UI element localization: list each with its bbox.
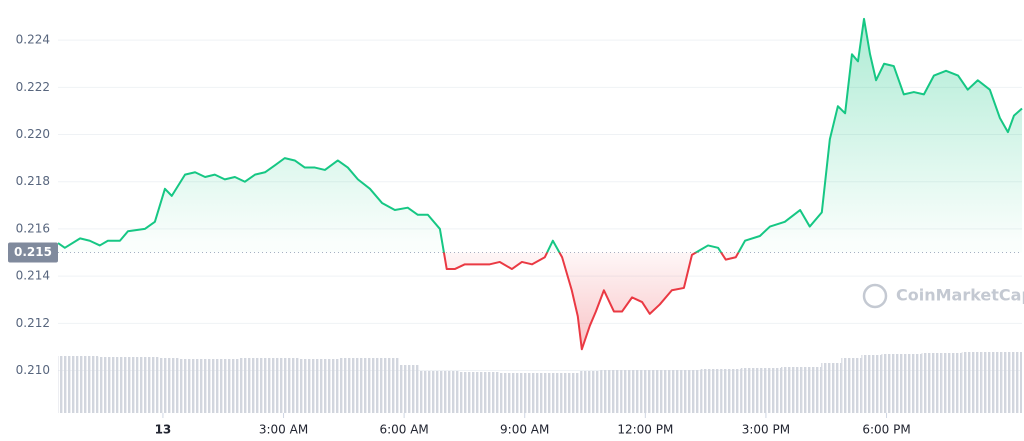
volume-bar — [540, 373, 561, 413]
y-tick-label: 0.216 — [16, 221, 50, 235]
y-tick-label: 0.220 — [16, 127, 50, 141]
volume-bar — [560, 373, 581, 413]
volume-bar — [660, 370, 681, 413]
volume-bar — [158, 358, 179, 413]
x-tick-label: 9:00 AM — [500, 423, 549, 437]
volume-bar — [760, 368, 781, 413]
volume-bar — [118, 357, 139, 413]
x-tick-label: 3:00 PM — [742, 423, 790, 437]
price-line — [57, 17, 1023, 351]
area-up — [58, 18, 1022, 253]
volume-bar — [680, 370, 701, 413]
volume-bar — [258, 358, 279, 413]
volume-bar — [981, 352, 1002, 413]
x-tick-label: 13 — [155, 423, 172, 437]
y-tick-label: 0.214 — [16, 269, 50, 283]
volume-bar — [740, 368, 761, 413]
x-tick-label: 3:00 AM — [259, 423, 308, 437]
volume-bar — [238, 358, 259, 413]
volume-bar — [138, 357, 159, 413]
volume-bar — [720, 369, 741, 413]
volume-bar — [479, 372, 500, 413]
volume-bar — [439, 371, 460, 413]
watermark-logo — [862, 283, 888, 309]
volume-bar — [861, 355, 882, 413]
volume-bar — [821, 363, 842, 413]
volume-bar — [78, 356, 99, 413]
y-tick-label: 0.212 — [16, 316, 50, 330]
reference-label: 0.215 — [14, 245, 52, 259]
volume-bar — [801, 367, 822, 413]
volume-bar — [419, 371, 440, 413]
volume-bar — [218, 359, 239, 413]
volume-bar — [58, 356, 79, 413]
volume-bar — [379, 358, 400, 413]
volume-bar — [198, 359, 219, 413]
volume-bar — [941, 353, 962, 413]
y-tick-label: 0.222 — [16, 80, 50, 94]
volume-bar — [580, 371, 601, 413]
volume-bar — [600, 370, 621, 413]
volume-bar — [901, 354, 922, 413]
volume-bar — [399, 365, 420, 413]
volume-bar — [640, 370, 661, 413]
x-tick-label: 6:00 PM — [862, 423, 910, 437]
x-tick-label: 12:00 PM — [617, 423, 673, 437]
volume-bar — [1001, 352, 1022, 413]
y-tick-label: 0.218 — [16, 174, 50, 188]
volume-bar — [319, 359, 340, 413]
volume-bar — [519, 373, 540, 413]
y-tick-label: 0.210 — [16, 363, 50, 377]
y-tick-label: 0.224 — [16, 33, 50, 47]
volume-bar — [359, 358, 380, 413]
area-down — [443, 252, 739, 350]
volume-bar — [459, 372, 480, 413]
watermark: CoinMarketCap — [896, 286, 1024, 305]
volume-bar — [881, 354, 902, 413]
x-tick-label: 6:00 AM — [379, 423, 428, 437]
volume-bar — [339, 358, 360, 413]
volume-bar — [499, 373, 520, 413]
volume-bar — [299, 359, 320, 413]
volume-bar — [178, 359, 199, 413]
volume-bar — [961, 352, 982, 413]
volume-bar — [700, 369, 721, 413]
volume-bar — [921, 353, 942, 413]
volume-bar — [841, 358, 862, 413]
volume-bar — [781, 367, 802, 413]
reference-label-box — [8, 242, 58, 263]
volume-bar — [98, 357, 119, 413]
volume-bar — [278, 358, 299, 413]
volume-bar — [620, 370, 641, 413]
